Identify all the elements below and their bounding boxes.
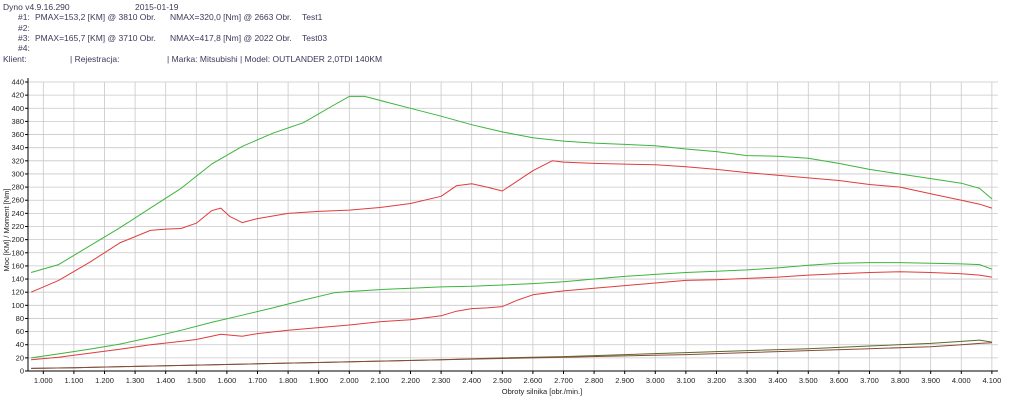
y-tick-label: 160: [11, 261, 24, 270]
x-tick-label: 1.100: [65, 376, 84, 385]
y-tick-label: 340: [11, 143, 24, 152]
y-tick-label: 180: [11, 248, 24, 257]
x-tick-label: 1.200: [95, 376, 114, 385]
series-line-2: [30, 160, 993, 293]
y-tick-label: 260: [11, 196, 24, 205]
x-tick-label: 3.700: [860, 376, 879, 385]
x-tick-label: 2.600: [523, 376, 542, 385]
grid: [28, 81, 998, 372]
y-tick-label: 440: [11, 78, 24, 87]
x-tick-label: 2.400: [462, 376, 481, 385]
x-tick-label: 4.100: [982, 376, 1001, 385]
y-tick-label: 240: [11, 209, 24, 218]
y-tick-label: 100: [11, 301, 24, 310]
x-tick-label: 3.000: [646, 376, 665, 385]
y-tick-label: 400: [11, 104, 24, 113]
tick-labels: 0 20 40 60 80 100 120 140 160 180 200 220 240 260 280 3…: [11, 78, 1001, 386]
run-1-nmax: NMAX=320,0 [Nm] @ 2663 Obr.: [170, 12, 292, 22]
x-tick-label: 2.500: [493, 376, 512, 385]
axes: [25, 78, 998, 374]
x-tick-label: 2.800: [585, 376, 604, 385]
y-tick-label: 40: [16, 340, 24, 349]
y-axis-title: Moc [KM] / Moment [Nm]: [2, 189, 11, 272]
x-tick-label: 3.300: [738, 376, 757, 385]
x-tick-label: 1.000: [34, 376, 53, 385]
x-axis-title: Obroty silnika [obr./min.]: [502, 387, 582, 396]
y-tick-label: 80: [16, 314, 24, 323]
make-model-label: | Marka: Mitsubishi | Model: OUTLANDER 2…: [167, 54, 383, 64]
y-tick-label: 420: [11, 91, 24, 100]
x-tick-label: 1.800: [279, 376, 298, 385]
series-line-6: [31, 342, 992, 369]
run-3-label: #3:: [18, 33, 30, 43]
test-date: 2015-01-19: [135, 2, 179, 12]
x-tick-label: 2.900: [615, 376, 634, 385]
y-tick-label: 220: [11, 222, 24, 231]
x-tick-label: 2.000: [340, 376, 359, 385]
y-tick-label: 300: [11, 169, 24, 178]
series-layer: [30, 95, 993, 369]
y-tick-label: 120: [11, 288, 24, 297]
y-tick-label: 320: [11, 156, 24, 165]
x-tick-label: 1.600: [218, 376, 237, 385]
y-tick-label: 380: [11, 117, 24, 126]
x-tick-label: 2.700: [554, 376, 573, 385]
series-line-4: [31, 271, 992, 361]
series-line-3: [31, 262, 993, 359]
run-1-label: #1:: [18, 12, 30, 22]
x-tick-label: 3.800: [891, 376, 910, 385]
x-tick-label: 1.700: [248, 376, 267, 385]
run-3-test: Test03: [302, 33, 328, 43]
y-tick-label: 20: [16, 353, 24, 362]
registration-label: | Rejestracja:: [70, 54, 120, 64]
x-tick-label: 3.900: [921, 376, 940, 385]
x-tick-label: 3.600: [829, 376, 848, 385]
x-tick-label: 2.300: [432, 376, 451, 385]
x-tick-label: 1.900: [309, 376, 328, 385]
run-1-test: Test1: [302, 12, 323, 22]
x-tick-label: 1.500: [187, 376, 206, 385]
x-tick-label: 4.000: [952, 376, 971, 385]
x-tick-label: 3.500: [799, 376, 818, 385]
client-label: Klient:: [3, 54, 27, 64]
x-tick-label: 1.300: [126, 376, 145, 385]
x-tick-label: 1.400: [156, 376, 175, 385]
series-line-1: [30, 95, 993, 273]
y-tick-label: 360: [11, 130, 24, 139]
x-tick-label: 3.200: [707, 376, 726, 385]
run-1-pmax: PMAX=153,2 [KM] @ 3810 Obr.: [35, 12, 156, 22]
x-tick-label: 2.100: [371, 376, 390, 385]
app-version: Dyno v4.9.16.290: [3, 2, 70, 12]
run-3-pmax: PMAX=165,7 [KM] @ 3710 Obr.: [35, 33, 156, 43]
run-4-label: #4:: [18, 43, 30, 53]
x-tick-label: 3.100: [676, 376, 695, 385]
x-tick-label: 2.200: [401, 376, 420, 385]
y-tick-label: 0: [20, 367, 24, 376]
run-2-label: #2:: [18, 23, 30, 33]
x-tick-label: 3.400: [768, 376, 787, 385]
y-tick-label: 280: [11, 183, 24, 192]
y-tick-label: 140: [11, 275, 24, 284]
y-tick-label: 200: [11, 235, 24, 244]
run-3-nmax: NMAX=417,8 [Nm] @ 2022 Obr.: [170, 33, 292, 43]
y-tick-label: 60: [16, 327, 24, 336]
